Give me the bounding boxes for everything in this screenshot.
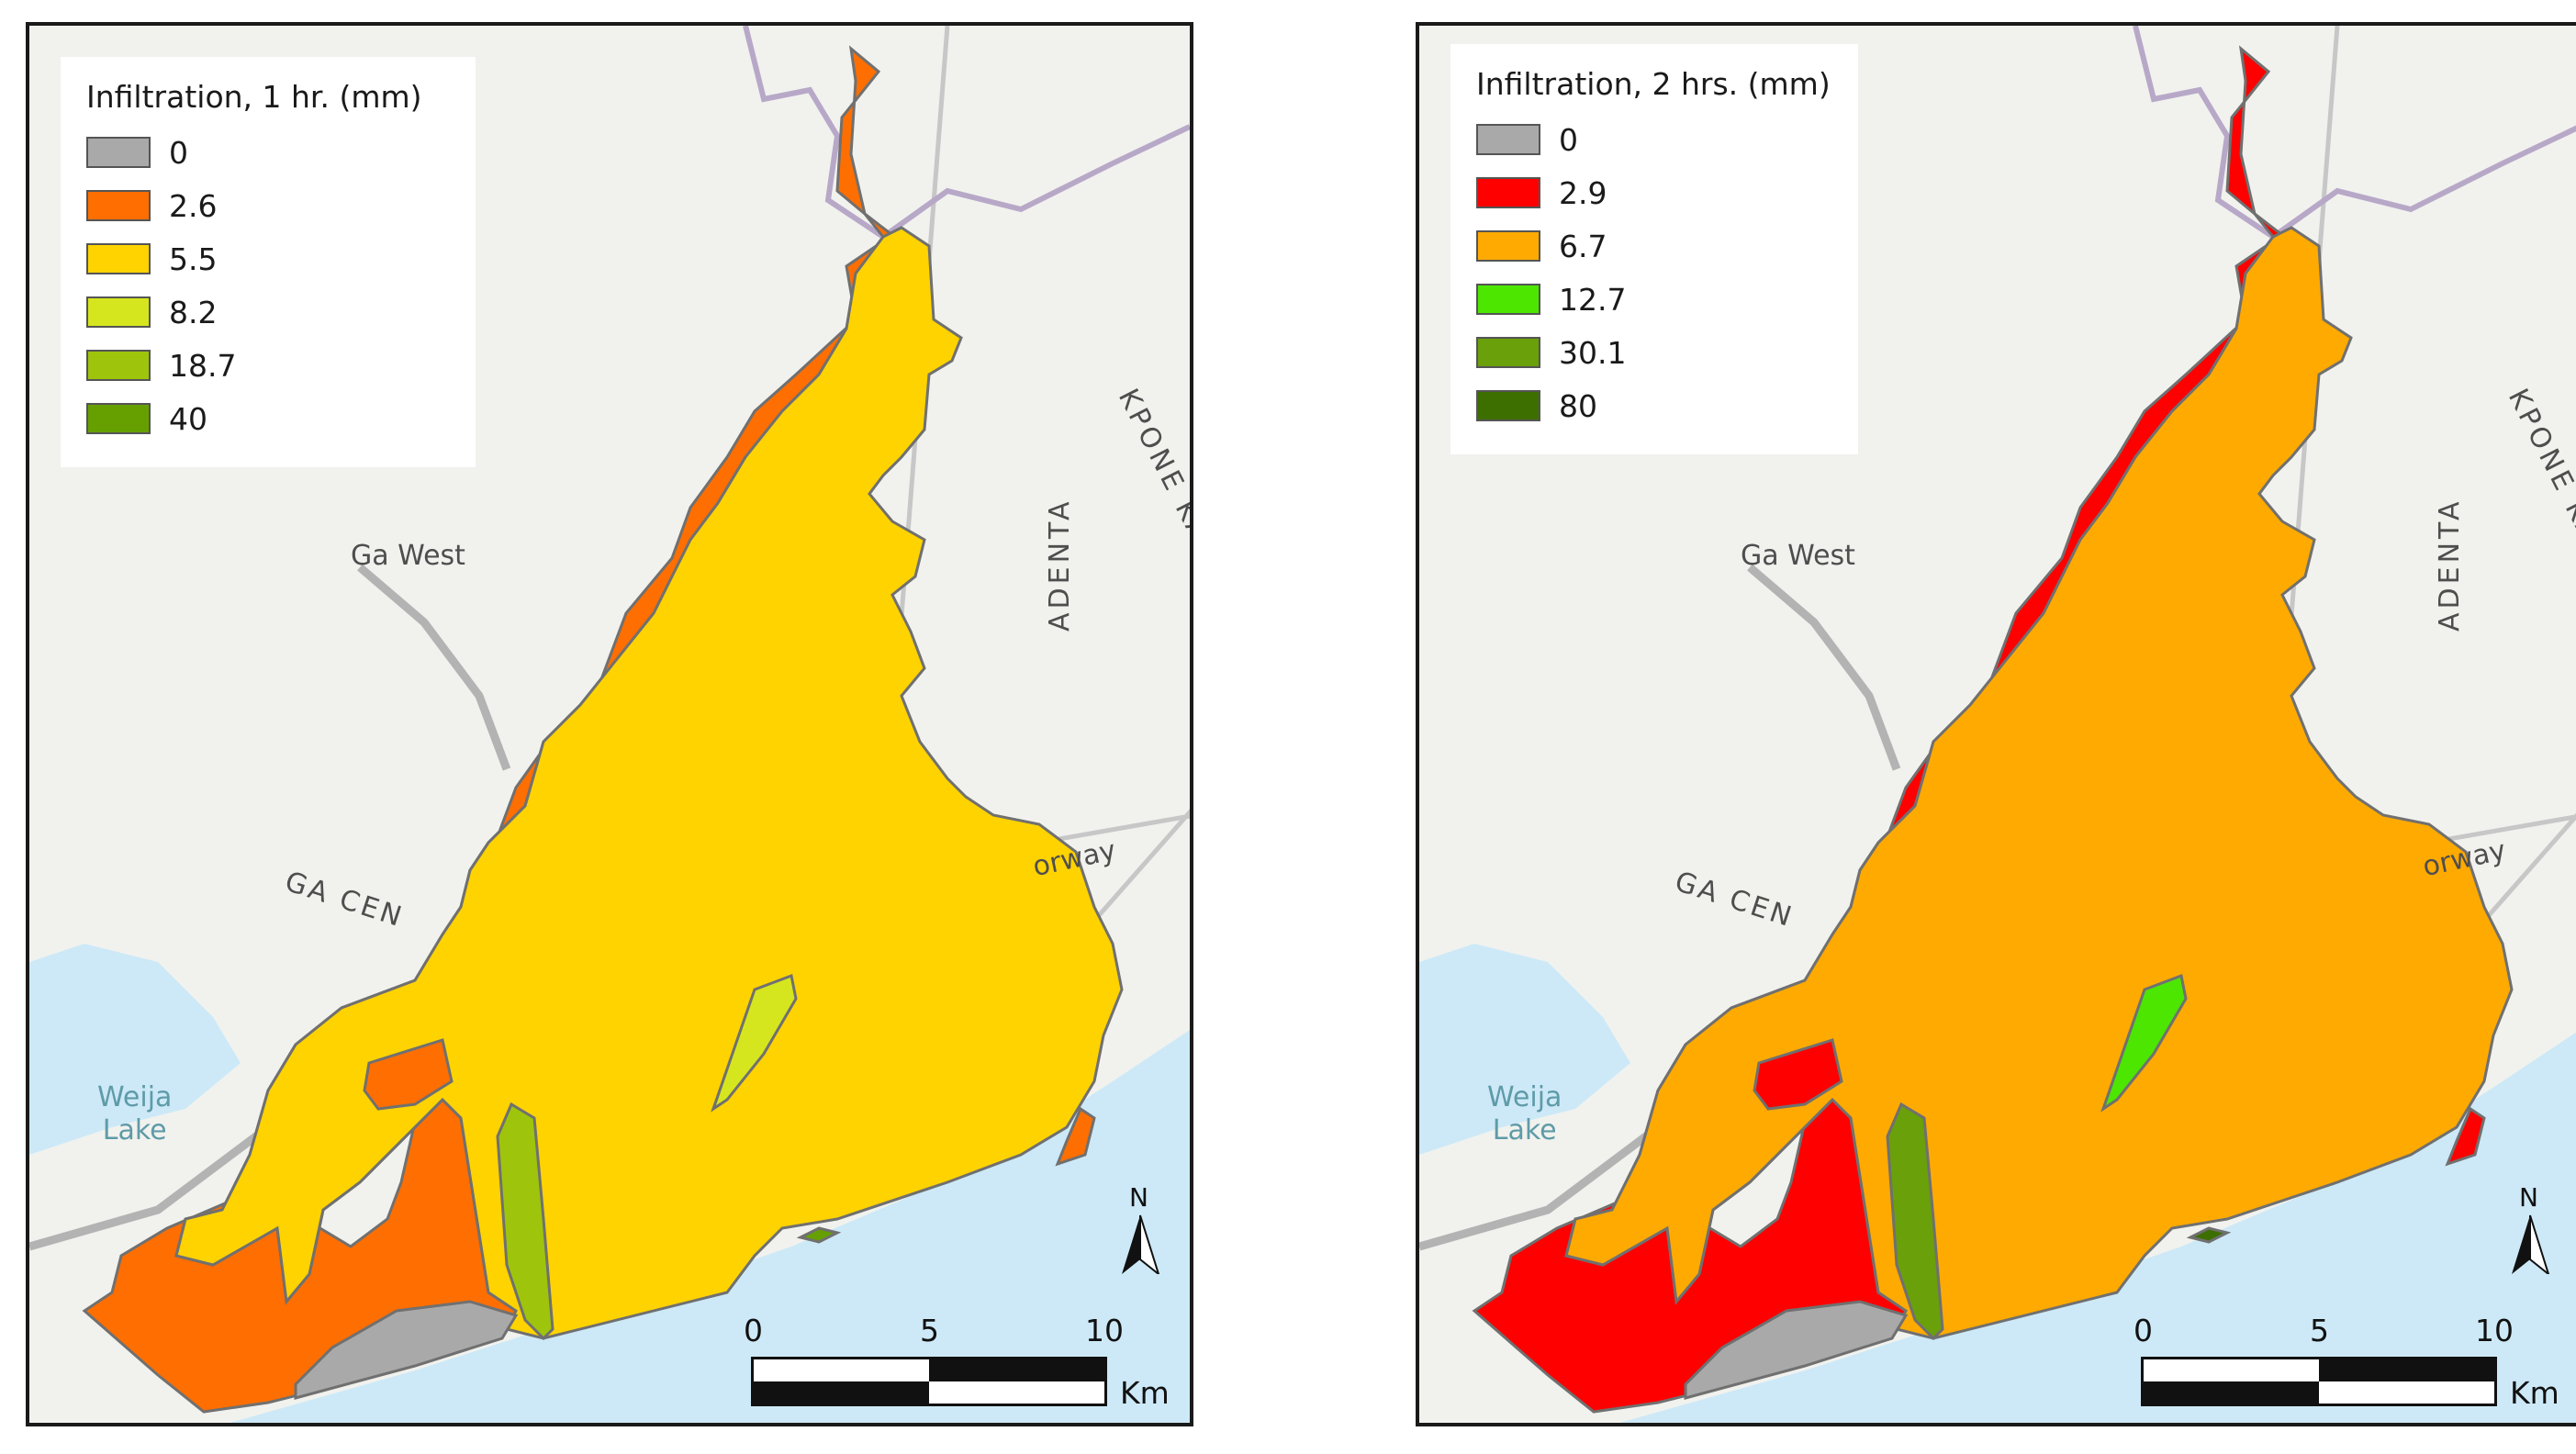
zone-class-2-patch: [2445, 1106, 2486, 1167]
place-label-weija-lake: Weija Lake: [97, 1081, 172, 1147]
zone-class-1: [1684, 1300, 1909, 1400]
legend-item: 5.5: [86, 232, 452, 285]
legend-item: 18.7: [86, 339, 452, 392]
north-arrow-icon: [2512, 1214, 2550, 1274]
zone-class-2-patch: [1753, 1038, 1843, 1111]
scale-segment: [2319, 1359, 2494, 1381]
legend-item: 8.2: [86, 285, 452, 339]
scale-unit: Km: [1120, 1375, 1170, 1411]
scale-unit: Km: [2510, 1375, 2559, 1411]
legend-label: 0: [169, 134, 188, 171]
legend-label: 40: [169, 400, 207, 437]
legend-label: 0: [1559, 121, 1578, 158]
legend-swatch: [1476, 390, 1540, 421]
legend-swatch: [86, 403, 151, 434]
legend-label: 30.1: [1559, 334, 1627, 371]
map-canvas: [29, 26, 1190, 1423]
legend-swatch: [1476, 230, 1540, 262]
zone-class-6: [2186, 1226, 2232, 1244]
scale-bar: [751, 1357, 1107, 1406]
north-arrow-left: [1122, 1215, 1140, 1274]
legend-label: 8.2: [169, 294, 218, 330]
zone-class-6: [796, 1226, 842, 1244]
zone-class-4: [2100, 973, 2188, 1113]
scale-tick-10: 10: [1085, 1313, 1124, 1348]
legend-swatch: [86, 350, 151, 381]
legend-item: 80: [1476, 379, 1834, 432]
lake-name-line2: Lake: [1492, 1114, 1557, 1146]
legend-swatch: [86, 137, 151, 168]
legend: Infiltration, 2 hrs. (mm) 0 2.9 6.7 12.7…: [1450, 44, 1858, 454]
north-arrow-right: [1139, 1214, 1160, 1274]
weija-lake: [29, 944, 241, 1155]
legend-swatch: [86, 296, 151, 328]
legend-swatch: [1476, 284, 1540, 315]
zone-class-4: [711, 973, 798, 1113]
lake-name-line1: Weija: [97, 1081, 173, 1113]
north-letter: N: [2519, 1182, 2538, 1213]
legend-title: Infiltration, 2 hrs. (mm): [1476, 66, 1831, 102]
legend-label: 18.7: [169, 347, 237, 384]
sea-area: [1619, 1032, 2576, 1423]
legend-item: 0: [86, 126, 452, 179]
legend-label: 12.7: [1559, 281, 1627, 318]
legend-swatch: [1476, 124, 1540, 155]
north-arrow: N: [1113, 1182, 1168, 1274]
place-label-adenta: ADENTA: [2434, 498, 2466, 632]
road: [1419, 564, 1901, 1251]
legend-swatch: [1476, 337, 1540, 368]
place-label-ga-west: Ga West: [351, 540, 465, 572]
legend-item: 2.9: [1476, 166, 1834, 219]
map-panel-1hr: Ga West GA CEN ADENTA KPONE KATAMA orway…: [26, 22, 1193, 1426]
zone-class-2-patch: [363, 1038, 454, 1111]
scale-tick-0: 0: [2134, 1313, 2153, 1348]
place-label-weija-lake: Weija Lake: [1487, 1081, 1562, 1147]
district-boundary: [743, 26, 1190, 240]
zone-class-1: [294, 1300, 519, 1400]
zone-class-5: [1886, 1102, 1944, 1341]
sea-area: [230, 1030, 1190, 1423]
legend-item: 12.7: [1476, 273, 1834, 326]
legend-label: 80: [1559, 387, 1597, 424]
district-boundary: [2133, 26, 2576, 240]
legend-label: 5.5: [169, 240, 218, 277]
north-arrow-right: [2529, 1214, 2550, 1274]
scale-tick-5: 5: [2310, 1313, 2329, 1348]
scale-segment: [929, 1359, 1104, 1381]
zone-class-5: [496, 1102, 554, 1341]
scale-tick-0: 0: [744, 1313, 763, 1348]
legend-swatch: [86, 243, 151, 274]
zone-class-2-patch: [1055, 1106, 1096, 1167]
weija-lake: [1419, 944, 1630, 1155]
north-letter: N: [1129, 1182, 1148, 1213]
scale-tick-10: 10: [2475, 1313, 2514, 1348]
place-label-ga-west: Ga West: [1741, 540, 1855, 572]
scale-tick-5: 5: [920, 1313, 939, 1348]
scale-segment: [754, 1381, 929, 1404]
north-arrow-icon: [1122, 1214, 1160, 1274]
legend-item: 40: [86, 392, 452, 445]
legend-label: 2.9: [1559, 174, 1607, 211]
legend: Infiltration, 1 hr. (mm) 0 2.6 5.5 8.2 1…: [61, 57, 476, 467]
north-arrow-left: [2512, 1215, 2530, 1274]
legend-label: 6.7: [1559, 228, 1607, 264]
scale-bar: [2141, 1357, 2497, 1406]
lake-name-line2: Lake: [102, 1114, 167, 1146]
legend-swatch: [1476, 177, 1540, 208]
legend-swatch: [86, 190, 151, 221]
legend-item: 0: [1476, 113, 1834, 166]
scale-segment: [2144, 1381, 2319, 1404]
road: [29, 564, 511, 1251]
north-arrow: N: [2503, 1182, 2558, 1274]
legend-title: Infiltration, 1 hr. (mm): [86, 79, 422, 115]
legend-item: 6.7: [1476, 219, 1834, 273]
place-label-adenta: ADENTA: [1044, 498, 1076, 632]
legend-item: 2.6: [86, 179, 452, 232]
map-panel-2hrs: Ga West GA CEN ADENTA KPONE KATAMA orway…: [1416, 22, 2576, 1426]
lake-name-line1: Weija: [1487, 1081, 1562, 1113]
legend-label: 2.6: [169, 187, 218, 224]
legend-item: 30.1: [1476, 326, 1834, 379]
